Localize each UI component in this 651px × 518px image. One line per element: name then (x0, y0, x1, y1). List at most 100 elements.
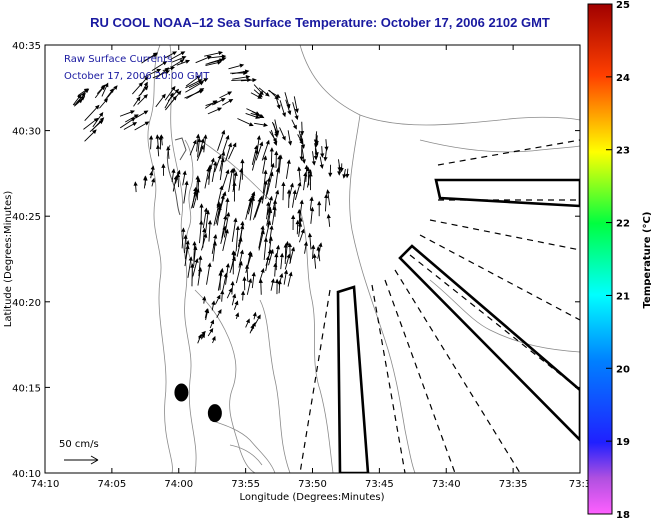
current-vector (245, 264, 250, 282)
colorbar-tick-label: 23 (616, 146, 630, 157)
current-vector (255, 314, 261, 324)
current-vector (195, 133, 201, 152)
current-vector (311, 244, 316, 260)
current-vector (251, 144, 259, 165)
current-vector (107, 85, 118, 98)
current-vector (301, 146, 306, 164)
station-marker (174, 383, 189, 402)
current-vector (309, 196, 314, 210)
x-tick-label: 73:45 (365, 479, 394, 490)
current-vector (205, 60, 222, 66)
y-axis-ticks: 40:35 40:30 40:25 40:20 40:15 40:10 (12, 41, 580, 480)
current-vector (164, 85, 176, 101)
current-vector (228, 63, 245, 70)
current-vector (84, 129, 97, 142)
current-vector (155, 93, 166, 108)
current-vector (144, 53, 158, 61)
current-vector (171, 90, 182, 103)
current-vector (235, 225, 240, 252)
current-vector (149, 170, 154, 179)
current-vector (285, 159, 291, 179)
svg-text:50 cm/s: 50 cm/s (59, 439, 99, 450)
current-vector (73, 98, 83, 107)
current-vector (307, 232, 313, 250)
current-vector (89, 119, 104, 133)
radar-beams (299, 139, 580, 473)
current-vector (192, 240, 197, 262)
y-tick-label: 40:20 (12, 298, 41, 309)
current-vector (185, 81, 205, 93)
current-vector (198, 255, 203, 277)
colorbar-tick-label: 24 (616, 73, 630, 84)
x-tick-label: 73:35 (499, 479, 528, 490)
current-vector (274, 119, 280, 136)
current-vector (137, 94, 148, 105)
current-vector (202, 207, 209, 229)
current-vector (207, 164, 213, 185)
y-tick-label: 40:25 (12, 212, 41, 223)
current-vector (299, 145, 304, 162)
current-vector (253, 89, 263, 98)
x-tick-label: 73:3 (569, 479, 591, 490)
current-vector (132, 82, 144, 95)
current-vector (274, 252, 279, 271)
current-vector (299, 199, 304, 218)
current-vector (225, 142, 233, 162)
current-vector (211, 161, 218, 183)
current-vector (247, 250, 252, 267)
current-vector (231, 167, 237, 190)
current-vector (311, 151, 316, 166)
current-vector (190, 263, 195, 287)
current-vector (226, 287, 233, 299)
current-vector (143, 68, 162, 78)
current-vector (171, 168, 176, 183)
current-vector (197, 267, 203, 286)
colorbar-tick-label: 25 (616, 0, 630, 11)
current-vector (255, 141, 264, 161)
current-vector (189, 139, 197, 156)
current-vector (307, 169, 313, 188)
legend-line-2: October 17, 2006 20:00 GMT (64, 71, 210, 82)
chart-title: RU COOL NOAA–12 Sea Surface Temperature:… (90, 15, 550, 30)
current-vector (204, 100, 218, 109)
current-vector (164, 51, 178, 59)
current-vector (278, 272, 284, 286)
current-vector (211, 98, 226, 106)
radar-footprints (336, 178, 580, 473)
current-vector (230, 250, 237, 270)
current-vector (155, 134, 160, 148)
current-vector (76, 92, 86, 104)
current-vector (237, 224, 245, 248)
current-vector (206, 262, 212, 285)
x-tick-label: 73:40 (432, 479, 461, 490)
current-vector (101, 82, 109, 97)
current-vector (83, 117, 99, 130)
current-vector (175, 169, 181, 184)
current-vector (235, 312, 240, 320)
current-vector (238, 249, 244, 268)
colorbar-tick-label: 22 (616, 219, 630, 230)
current-vector (298, 228, 305, 243)
current-vector (203, 134, 208, 153)
current-vector (213, 201, 221, 226)
x-tick-label: 73:55 (231, 479, 260, 490)
current-vector (152, 70, 171, 79)
current-vector (228, 142, 237, 160)
current-vector (324, 193, 329, 212)
current-vector (258, 268, 265, 283)
current-vector (143, 176, 148, 189)
current-vector (205, 209, 210, 234)
current-vector (328, 164, 333, 178)
current-vector (273, 123, 279, 138)
station-marker (207, 404, 222, 423)
current-vector (185, 75, 202, 87)
current-vector (202, 295, 207, 304)
current-vector (287, 271, 293, 287)
current-vector (317, 242, 323, 259)
current-vector (262, 169, 268, 194)
current-vector (236, 237, 243, 257)
current-vector (181, 227, 186, 249)
current-vector (268, 162, 275, 180)
current-vector (197, 137, 202, 158)
current-vector (326, 213, 331, 227)
